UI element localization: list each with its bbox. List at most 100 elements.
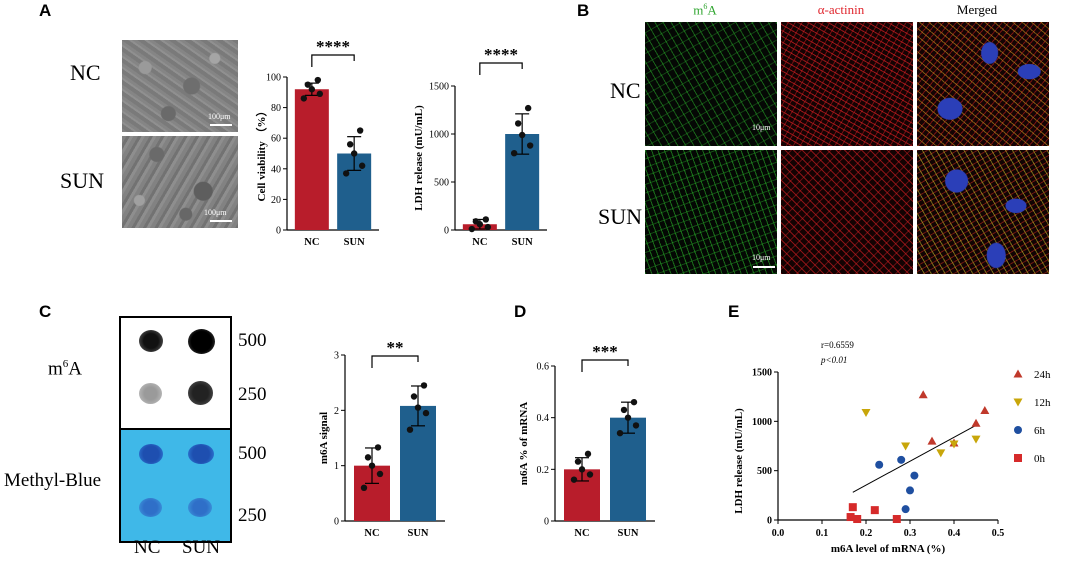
data-point [368, 462, 376, 469]
data-point-6h [875, 460, 884, 469]
col-title-alpha-actinin: α-actinin [817, 2, 865, 17]
y-axis-label: Cell viability （%） [255, 106, 268, 202]
fluor-sun-m6a [645, 150, 777, 274]
correlation-p: p<0.01 [820, 355, 847, 365]
data-point [364, 454, 372, 461]
data-point [422, 409, 430, 417]
data-point-24h [980, 405, 990, 414]
panel-a-row-label-nc: NC [70, 60, 101, 85]
blot-row-label-methyl-blue: Methyl-Blue [4, 470, 102, 491]
y-tick-label: 3 [334, 351, 339, 362]
blot-dot [139, 330, 163, 352]
legend-marker-6h [1014, 426, 1022, 434]
x-tick-label: 0.0 [772, 528, 785, 539]
data-point [510, 150, 518, 157]
correlation-r: r=0.6559 [821, 340, 854, 350]
y-tick-label: 2 [334, 406, 339, 417]
data-point-6h [910, 471, 919, 480]
y-tick-label: 0 [544, 517, 549, 528]
x-tick-label: NC [304, 237, 319, 248]
data-point [574, 458, 582, 465]
data-point [346, 141, 354, 148]
y-tick-label: 1000 [429, 130, 449, 141]
micrograph-nc: 100μm [122, 40, 238, 132]
data-point [406, 426, 414, 433]
data-point-24h [918, 390, 928, 399]
data-point [518, 131, 526, 139]
y-tick-label: 80 [271, 103, 281, 114]
y-tick-label: 0.4 [537, 413, 550, 424]
scale-label: 100μm [204, 208, 227, 217]
blot-dot [188, 444, 214, 464]
blot-dot [139, 383, 162, 404]
significance-bracket [371, 355, 419, 368]
y-tick-label: 1 [334, 461, 339, 472]
data-point-6h [897, 455, 906, 464]
x-tick-label: NC [364, 528, 379, 539]
panel-a-row-label-sun: SUN [60, 168, 105, 193]
y-axis-label: LDH release (mU/mL) [413, 105, 425, 211]
data-point [356, 127, 364, 134]
x-tick-label: SUN [512, 237, 533, 248]
blot-col-label-nc: NC [134, 537, 161, 558]
blot-amount-250: 250 [238, 505, 267, 526]
data-point [342, 170, 350, 177]
data-point [632, 422, 640, 429]
y-tick-label: 0 [334, 517, 339, 528]
data-point-12h [949, 440, 959, 449]
data-point-6h [906, 486, 914, 495]
significance-stars: ** [387, 338, 404, 357]
data-point-0h [846, 513, 855, 522]
panel-b-row-label-nc: NC [610, 78, 641, 103]
legend-marker-0h [1014, 454, 1022, 462]
data-point [514, 120, 522, 127]
data-point-12h [901, 442, 911, 451]
micrograph-sun: 100μm [122, 136, 238, 228]
data-point [482, 216, 490, 223]
panel-b-row-label-sun: SUN [598, 204, 643, 229]
x-tick-label: 0.5 [992, 528, 1005, 539]
scale-bar [753, 266, 775, 268]
scale-bar [210, 220, 232, 222]
blot-amount-250: 250 [238, 384, 267, 405]
data-point [468, 225, 476, 233]
x-tick-label: SUN [617, 528, 638, 539]
blot-col-label-sun: SUN [182, 537, 221, 558]
bar-nc [294, 89, 329, 230]
blot-amount-500: 500 [238, 330, 267, 351]
data-point [624, 414, 632, 421]
bar-sun [610, 417, 646, 521]
data-point [616, 429, 624, 437]
blot-row-label-m6a: m6A [48, 358, 83, 380]
fluor-sun-alpha-actinin [781, 150, 913, 274]
y-tick-label: 1500 [429, 82, 449, 93]
y-axis-label: m6A signal [318, 412, 330, 464]
data-point [414, 404, 422, 411]
y-tick-label: 0 [767, 516, 772, 527]
fluor-nc-alpha-actinin [781, 22, 913, 146]
correlation-scatter-chart: 0 500 1000 1500 0.0 0.1 0.2 0.3 0.4 0.5 m6A level … [733, 340, 1051, 555]
blot-dot [188, 498, 212, 517]
y-tick-label: 0 [276, 226, 281, 237]
panel-letter-d: D [514, 302, 527, 321]
significance-stars: **** [484, 45, 518, 64]
data-point-0h [853, 515, 862, 524]
legend-marker-12h [1013, 398, 1023, 407]
ldh-release-chart: 0 500 1000 1500 LDH release (mU/mL) NC SUN **** [413, 45, 547, 248]
data-point [350, 150, 358, 157]
data-point [586, 471, 594, 478]
regression-line [852, 424, 977, 493]
data-point [358, 162, 366, 169]
dot-blot-methyl-blue [119, 428, 232, 543]
x-tick-label: 0.3 [904, 528, 917, 539]
scale-label-b-sun: 10μm [752, 253, 771, 262]
panel-letter-b: B [577, 1, 590, 20]
data-point-12h [971, 435, 981, 444]
data-point [472, 218, 480, 225]
significance-bracket [581, 359, 629, 372]
blot-dot [188, 329, 215, 354]
dot-blot-m6a [119, 316, 232, 433]
fluor-nc-merged [917, 22, 1049, 146]
data-point [578, 466, 586, 473]
fluor-sun-merged [917, 150, 1049, 274]
